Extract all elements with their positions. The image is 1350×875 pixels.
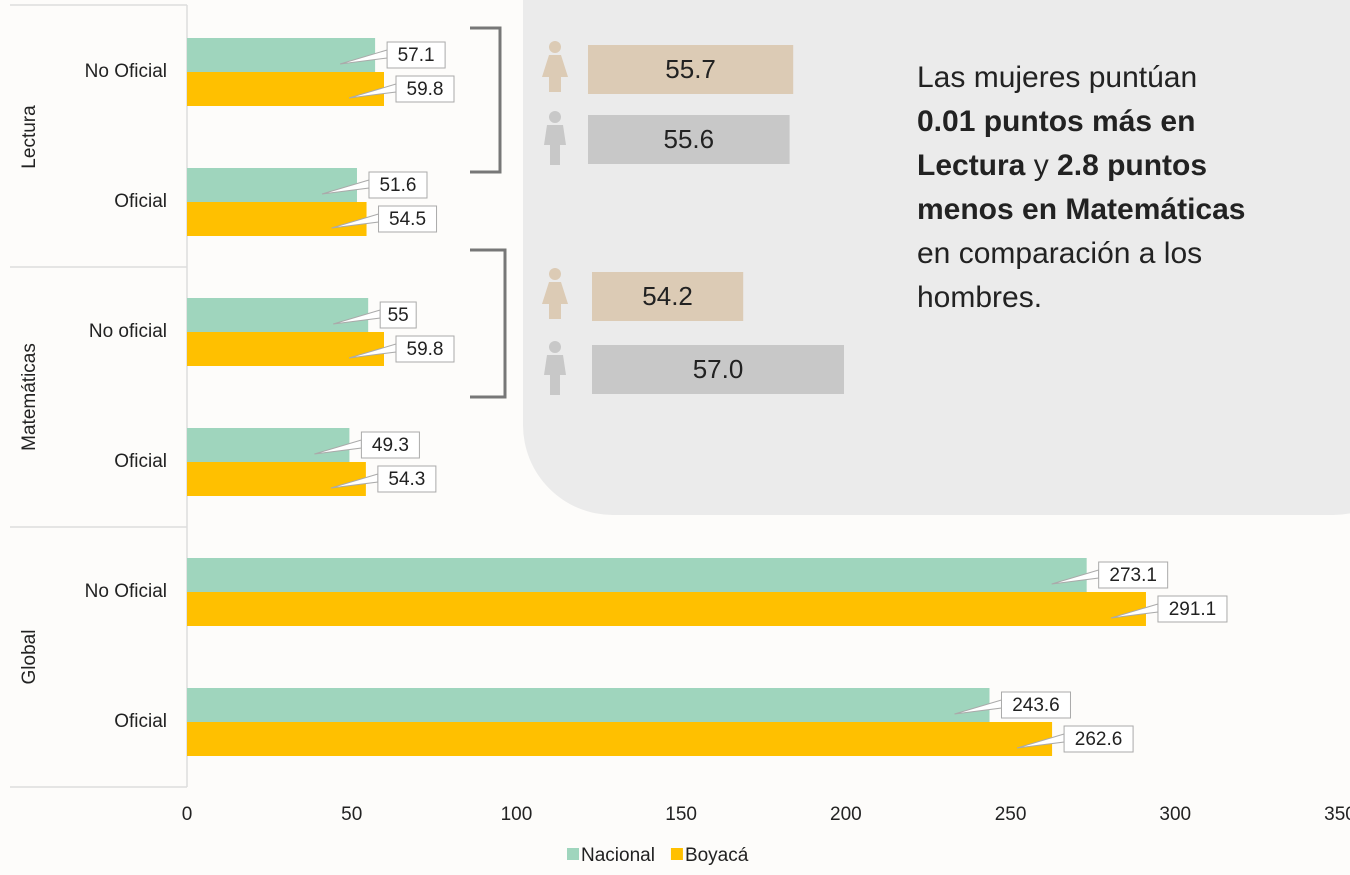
value-label: 243.6 (1012, 695, 1060, 716)
y-tick-label: No oficial (89, 321, 167, 342)
note: Las mujeres puntúan 0.01 puntos más en L… (917, 56, 1257, 320)
bar (187, 462, 366, 496)
x-tick-label: 150 (665, 804, 697, 825)
note-text: Las mujeres puntúan (917, 61, 1198, 94)
comparison-label: 54.2 (642, 281, 693, 311)
x-tick-label: 300 (1159, 804, 1191, 825)
comparison-bar (588, 45, 794, 94)
value-label-box (1098, 561, 1169, 589)
value-label-box (1063, 725, 1134, 753)
bar (187, 592, 1146, 626)
bracket (470, 248, 507, 399)
comparison-bar (592, 272, 744, 321)
axis-frame (10, 4, 188, 788)
person-head (549, 41, 561, 53)
bar (187, 202, 367, 236)
value-label: 57.1 (398, 45, 435, 66)
y-tick-label: Oficial (114, 451, 167, 472)
legend-label: Nacional (581, 845, 655, 866)
value-label-box (1157, 595, 1228, 623)
group-label: Matemáticas (19, 343, 40, 451)
comparison-label: 55.7 (665, 54, 716, 84)
value-label: 55 (388, 305, 409, 326)
value-label-box (360, 431, 420, 459)
bar (187, 428, 350, 462)
note-text: en comparación a los hombres. (917, 237, 1203, 314)
person-icon (544, 111, 566, 165)
legend-label: Boyacá (685, 845, 749, 866)
legend-swatch (567, 848, 579, 860)
bracket (470, 26, 502, 174)
value-label: 59.8 (407, 339, 444, 360)
person-icon (542, 41, 568, 92)
bar (187, 72, 384, 106)
note-bold: 2.8 puntos menos en Matemáticas (917, 149, 1246, 226)
x-tick-label: 100 (501, 804, 533, 825)
person-body (544, 355, 566, 395)
bar (187, 168, 357, 202)
person-head (549, 111, 561, 123)
y-tick-label: Oficial (114, 711, 167, 732)
person-head (549, 268, 561, 280)
comparison-label: 55.6 (663, 124, 714, 154)
x-tick-label: 0 (182, 804, 193, 825)
person-head (549, 341, 561, 353)
value-label: 273.1 (1109, 565, 1157, 586)
person-body (542, 55, 568, 92)
value-label-box (368, 171, 428, 199)
value-label-box (395, 75, 455, 103)
value-label: 54.3 (388, 469, 425, 490)
y-tick-label: No Oficial (85, 61, 167, 82)
value-label-box (386, 41, 446, 69)
value-label: 59.8 (407, 79, 444, 100)
legend-swatch (670, 848, 683, 860)
x-tick-label: 50 (341, 804, 362, 825)
bar (187, 688, 990, 722)
value-label-box (377, 465, 437, 493)
person-icon (542, 268, 568, 319)
group-label: Lectura (19, 105, 40, 169)
value-label: 262.6 (1075, 729, 1123, 750)
value-label-box (378, 205, 438, 233)
person-icon (544, 341, 566, 395)
value-label: 291.1 (1169, 599, 1217, 620)
person-body (544, 125, 566, 165)
comparison-bar (588, 115, 790, 164)
bar (187, 38, 376, 72)
bar (187, 558, 1087, 592)
value-label-box (395, 335, 455, 363)
y-tick-label: Oficial (114, 191, 167, 212)
bar (187, 298, 369, 332)
value-label-box (379, 301, 417, 329)
x-tick-label: 250 (995, 804, 1027, 825)
comparison-bar (592, 345, 844, 394)
value-label: 49.3 (372, 435, 409, 456)
y-tick-label: No Oficial (85, 581, 167, 602)
note-text: y (1025, 149, 1058, 182)
x-tick-label: 350 (1324, 804, 1350, 825)
bar (187, 722, 1053, 756)
comparison-label: 57.0 (693, 354, 744, 384)
bar (187, 332, 384, 366)
group-label: Global (19, 630, 40, 685)
x-tick-label: 200 (830, 804, 862, 825)
value-label: 54.5 (389, 209, 426, 230)
value-label-box (1000, 691, 1071, 719)
value-label: 51.6 (379, 175, 416, 196)
person-body (542, 282, 568, 319)
note-bold: 0.01 puntos más en Lectura (917, 105, 1196, 182)
